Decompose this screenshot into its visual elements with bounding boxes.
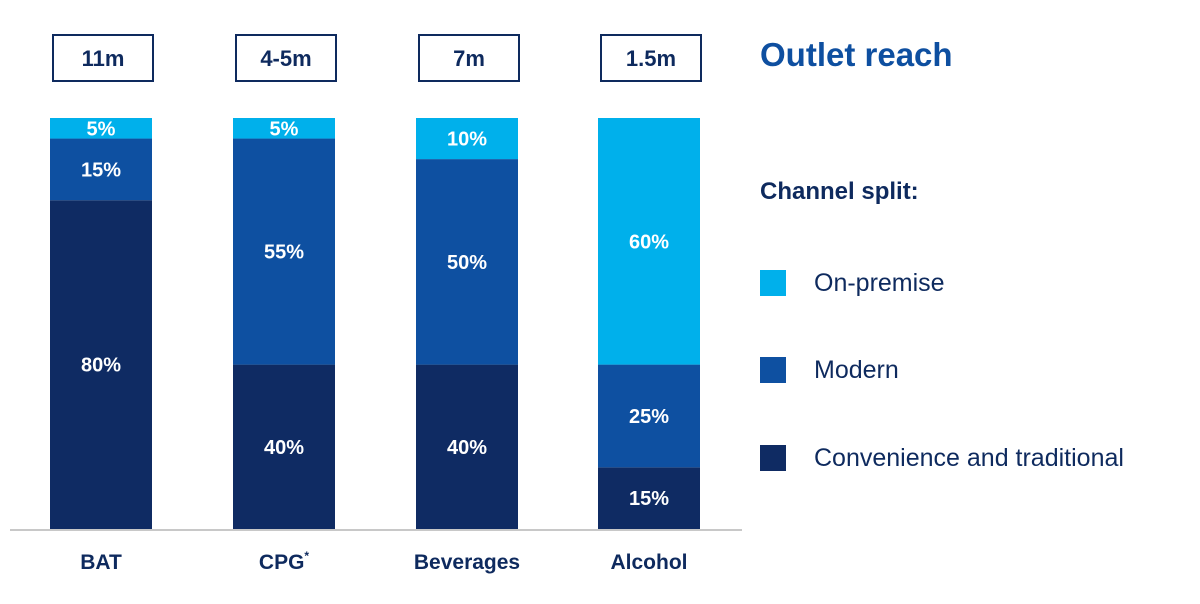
bar-segment-bat-on-premise <box>50 118 152 139</box>
legend-swatch-modern <box>760 357 786 383</box>
reach-value-alcohol: 1.5m <box>626 46 676 71</box>
legend-swatch-on-premise <box>760 270 786 296</box>
bar-label-bat-modern: 15% <box>81 159 121 181</box>
bar-label-cpg-on-premise: 5% <box>270 118 299 140</box>
reach-box-bat <box>52 34 154 82</box>
bars-layer <box>50 118 700 529</box>
bar-label-bat-convenience-and-traditional: 80% <box>81 355 121 377</box>
category-footnote-mark-cpg: * <box>304 549 309 563</box>
legend-label-modern: Modern <box>814 355 899 384</box>
bar-segment-alcohol-on-premise <box>598 118 700 365</box>
bar-label-cpg-convenience-and-traditional: 40% <box>264 437 304 459</box>
bar-segment-alcohol-modern <box>598 364 700 468</box>
bar-label-beverages-on-premise: 10% <box>447 129 487 151</box>
bar-label-bat-on-premise: 5% <box>87 118 116 140</box>
labels-layer: 80% 15% 5% 11m BAT 40% 55% 5% 4-5m CPG* 40% 50% 10% 7… <box>52 34 702 574</box>
bar-label-alcohol-modern: 25% <box>629 406 669 428</box>
bar-label-cpg-modern: 55% <box>264 242 304 264</box>
bar-segment-cpg-modern <box>233 138 335 365</box>
legend-swatch-convenience-and-traditional <box>760 445 786 471</box>
bar-label-alcohol-on-premise: 60% <box>629 231 669 253</box>
category-label-bat: BAT <box>80 551 122 574</box>
category-label-cpg: CPG* <box>259 549 310 574</box>
legend-item-modern: Modern <box>760 355 899 385</box>
bar-segment-beverages-convenience-and-traditional <box>416 364 518 529</box>
reach-box-beverages <box>418 34 520 82</box>
bar-segment-beverages-on-premise <box>416 118 518 160</box>
legend: Outlet reach Channel split: On-premise M… <box>760 0 1200 604</box>
bar-segment-bat-modern <box>50 138 152 201</box>
bar-segment-cpg-convenience-and-traditional <box>233 364 335 529</box>
bar-segment-beverages-modern <box>416 159 518 365</box>
reach-box-alcohol <box>600 34 702 82</box>
bar-label-alcohol-convenience-and-traditional: 15% <box>629 488 669 510</box>
reach-box-cpg <box>235 34 337 82</box>
bar-segment-alcohol-convenience-and-traditional <box>598 467 700 529</box>
legend-label-convenience-and-traditional: Convenience and traditional <box>814 443 1124 472</box>
category-label-alcohol: Alcohol <box>611 551 688 574</box>
bar-segment-cpg-on-premise <box>233 118 335 139</box>
bar-segment-bat-convenience-and-traditional <box>50 200 152 529</box>
legend-item-on-premise: On-premise <box>760 268 945 298</box>
reach-value-bat: 11m <box>82 46 125 71</box>
reach-value-beverages: 7m <box>453 46 485 71</box>
stacked-bar-chart: 80% 15% 5% 11m BAT 40% 55% 5% 4-5m CPG* 40% 50% 10% 7… <box>10 34 742 574</box>
bar-label-beverages-modern: 50% <box>447 252 487 274</box>
chart-title: Outlet reach <box>760 36 953 73</box>
category-label-beverages: Beverages <box>414 551 520 574</box>
legend-label-on-premise: On-premise <box>814 268 945 297</box>
bar-label-beverages-convenience-and-traditional: 40% <box>447 437 487 459</box>
legend-item-convenience-and-traditional: Convenience and traditional <box>760 443 1124 473</box>
reach-value-cpg: 4-5m <box>260 46 311 71</box>
legend-title: Channel split: <box>760 178 919 205</box>
